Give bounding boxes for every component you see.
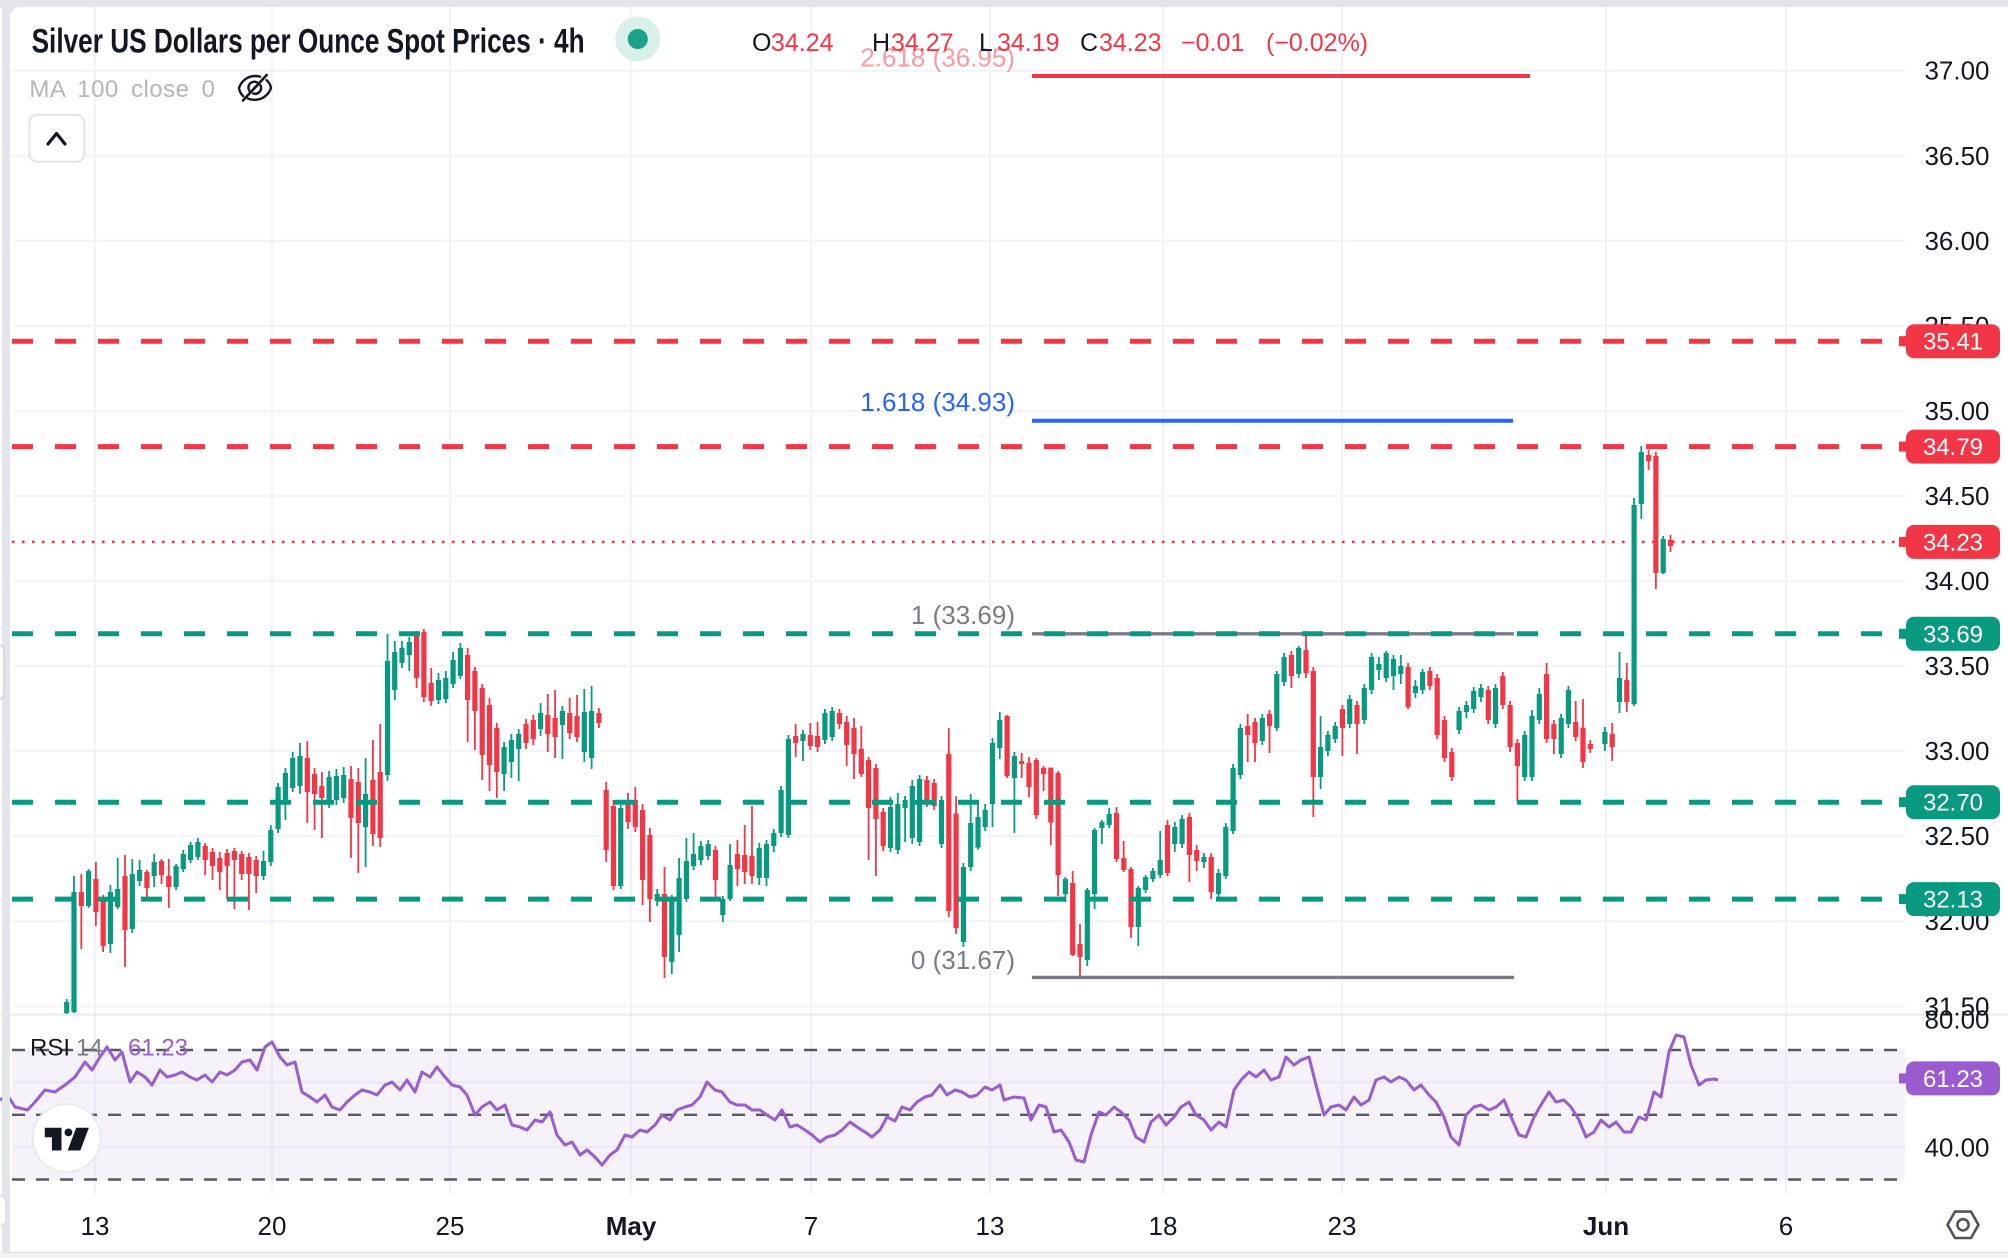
svg-text:23: 23: [1328, 1211, 1357, 1241]
svg-text:H: H: [872, 29, 890, 57]
svg-text:2.618 (36.95): 2.618 (36.95): [860, 43, 1015, 73]
svg-text:36.00: 36.00: [1924, 226, 1989, 256]
svg-text:34.00: 34.00: [1924, 566, 1989, 596]
svg-text:35.00: 35.00: [1924, 396, 1989, 426]
svg-text:18: 18: [1149, 1211, 1178, 1241]
svg-text:32.50: 32.50: [1924, 821, 1989, 851]
svg-text:33.00: 33.00: [1924, 736, 1989, 766]
svg-text:0 (31.67): 0 (31.67): [911, 945, 1015, 975]
svg-text:RSI: RSI: [30, 1035, 70, 1062]
svg-text:MA 100 close 0: MA 100 close 0: [29, 76, 215, 103]
svg-text:13: 13: [976, 1211, 1005, 1241]
svg-text:31.50: 31.50: [1924, 991, 1989, 1021]
svg-text:7: 7: [804, 1211, 818, 1241]
svg-text:34.27: 34.27: [891, 29, 954, 57]
svg-text:13: 13: [81, 1211, 110, 1241]
svg-text:34.50: 34.50: [1924, 481, 1989, 511]
svg-text:34.24: 34.24: [771, 29, 834, 57]
svg-text:35.41: 35.41: [1923, 329, 1983, 356]
svg-text:(−0.02%): (−0.02%): [1266, 29, 1368, 57]
svg-text:34.23: 34.23: [1099, 29, 1162, 57]
svg-text:1.618 (34.93): 1.618 (34.93): [860, 387, 1015, 417]
svg-text:Silver US Dollars per Ounce Sp: Silver US Dollars per Ounce Spot Prices …: [32, 23, 585, 61]
svg-text:14: 14: [76, 1035, 103, 1062]
svg-text:61.23: 61.23: [1923, 1066, 1983, 1093]
svg-text:L: L: [979, 29, 993, 57]
svg-text:37.00: 37.00: [1924, 56, 1989, 86]
svg-text:O: O: [752, 29, 771, 57]
svg-text:25: 25: [436, 1211, 465, 1241]
svg-text:May: May: [606, 1211, 657, 1241]
svg-text:40.00: 40.00: [1924, 1132, 1989, 1162]
svg-text:20: 20: [258, 1211, 287, 1241]
svg-text:32.13: 32.13: [1923, 887, 1983, 914]
svg-text:34.23: 34.23: [1923, 529, 1983, 556]
svg-text:C: C: [1080, 29, 1098, 57]
svg-text:1 (33.69): 1 (33.69): [911, 600, 1015, 630]
svg-text:33.50: 33.50: [1924, 651, 1989, 681]
svg-text:6: 6: [1779, 1211, 1793, 1241]
svg-text:34.79: 34.79: [1923, 434, 1983, 461]
svg-text:33.69: 33.69: [1923, 621, 1983, 648]
svg-text:80.00: 80.00: [1924, 1005, 1989, 1035]
svg-text:36.50: 36.50: [1924, 141, 1989, 171]
svg-text:Jun: Jun: [1583, 1211, 1629, 1241]
svg-text:32.70: 32.70: [1923, 790, 1983, 817]
svg-text:−0.01: −0.01: [1181, 29, 1244, 57]
svg-text:61.23: 61.23: [128, 1035, 188, 1062]
svg-text:34.19: 34.19: [997, 29, 1060, 57]
